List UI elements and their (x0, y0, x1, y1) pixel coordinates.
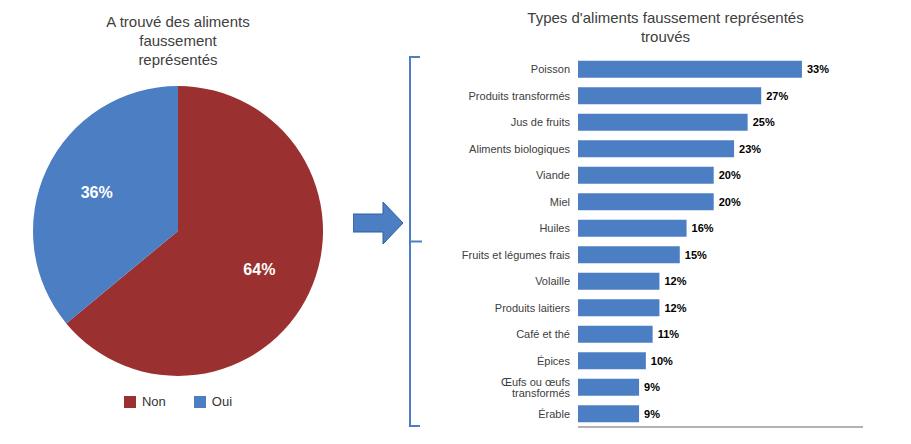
svg-text:Produits transformés: Produits transformés (469, 90, 571, 102)
svg-text:36%: 36% (81, 184, 113, 201)
svg-text:Miel: Miel (550, 196, 570, 208)
svg-text:11%: 11% (658, 328, 680, 340)
html-text:trouvés: trouvés (640, 28, 691, 45)
svg-text:16%: 16% (692, 222, 714, 234)
svg-text:20%: 20% (719, 196, 741, 208)
svg-text:25%: 25% (753, 116, 775, 128)
svg-text:33%: 33% (807, 63, 829, 75)
svg-text:15%: 15% (685, 249, 707, 261)
html-text:Types d'aliments faussement re: Types d'aliments faussement représentés (527, 9, 804, 26)
svg-text:Huiles: Huiles (539, 222, 570, 234)
html-text:représentés: représentés (138, 51, 218, 68)
svg-text:23%: 23% (739, 143, 761, 155)
svg-text:Jus de fruits: Jus de fruits (511, 116, 571, 128)
svg-text:12%: 12% (664, 302, 686, 314)
html-text:Non: Non (142, 394, 166, 409)
svg-text:10%: 10% (651, 355, 673, 367)
svg-text:Œufs ou œufstransformés: Œufs ou œufstransformés (501, 376, 571, 399)
html-text:faussement: faussement (139, 32, 217, 49)
svg-text:20%: 20% (719, 169, 741, 181)
svg-text:Érable: Érable (538, 408, 570, 420)
svg-text:Produits laitiers: Produits laitiers (495, 302, 571, 314)
svg-text:Poisson: Poisson (531, 63, 570, 75)
html-text:A trouvé des aliments: A trouvé des aliments (106, 13, 250, 30)
svg-text:64%: 64% (243, 261, 275, 278)
svg-text:12%: 12% (664, 275, 686, 287)
svg-text:Café et thé: Café et thé (516, 328, 570, 340)
svg-text:27%: 27% (766, 90, 788, 102)
svg-text:Épices: Épices (537, 355, 571, 367)
svg-text:Aliments biologiques: Aliments biologiques (469, 143, 570, 155)
svg-text:Viande: Viande (536, 169, 570, 181)
svg-text:9%: 9% (644, 381, 660, 393)
html-text:Oui: Oui (211, 394, 232, 409)
svg-text:Fruits et légumes frais: Fruits et légumes frais (462, 249, 571, 261)
svg-text:9%: 9% (644, 408, 660, 420)
svg-text:Volaille: Volaille (535, 275, 570, 287)
